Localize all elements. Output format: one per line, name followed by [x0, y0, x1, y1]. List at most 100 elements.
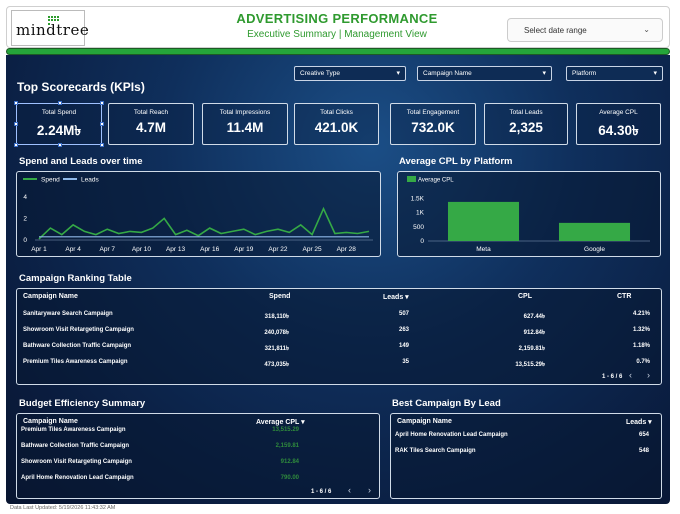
campaign-name-cell: Bathware Collection Traffic Campaign [23, 343, 132, 349]
resize-handle[interactable] [100, 143, 104, 147]
budget-table: Campaign Name Average CPL ▾ Premium Tile… [16, 413, 380, 499]
x-tick-label: Apr 22 [268, 246, 288, 253]
cpl-platform-chart[interactable]: Average CPL 1.5K 1K 500 0 Meta Google [398, 172, 662, 258]
campaign-name-cell: Premium Tiles Awareness Campaign [23, 359, 128, 365]
dashboard-canvas: Creative Type ▾ Campaign Name ▾ Platform ▾ … [6, 55, 670, 504]
average-cpl-cell: 790.00 [280, 475, 299, 481]
campaign-name-cell: Premium Tiles Awareness Campaign [21, 427, 126, 433]
col-campaign-name[interactable]: Campaign Name [23, 418, 78, 425]
filter-platform[interactable]: Platform ▾ [566, 66, 663, 81]
kpi-average-cpl[interactable]: Average CPL 64.30৳ [576, 103, 661, 145]
cpl-platform-title: Average CPL by Platform [399, 156, 513, 167]
best-table: Campaign Name Leads ▾ April Home Renovat… [390, 413, 662, 499]
spend-series-line[interactable] [38, 206, 370, 240]
cpl-platform-panel: Average CPL 1.5K 1K 500 0 Meta Google [397, 171, 661, 257]
campaign-name-cell: Showroom Visit Retargeting Campaign [21, 459, 132, 465]
x-tick-label: Google [584, 246, 605, 253]
x-tick-label: Apr 16 [200, 246, 220, 253]
y-tick-label: 1K [416, 210, 425, 217]
spend-leads-panel: Spend Leads 4 2 0 Apr 1 Apr 4 Apr 7 Apr 10 Apr 13… [16, 171, 381, 257]
best-title: Best Campaign By Lead [392, 398, 501, 409]
kpi-value: 2.24M৳ [36, 123, 82, 138]
logo-dots-icon [48, 16, 59, 25]
resize-handle[interactable] [14, 143, 18, 147]
legend-label: Leads [81, 177, 99, 184]
next-page-icon[interactable]: › [647, 370, 650, 380]
filter-label: Campaign Name [423, 70, 472, 77]
kpi-value: 64.30৳ [598, 123, 639, 138]
leads-cell: 263 [398, 327, 409, 333]
kpi-total-reach[interactable]: Total Reach 4.7M [108, 103, 194, 145]
leads-cell: 35 [402, 359, 409, 365]
kpi-value: 421.0K [314, 120, 359, 135]
kpi-total-engagement[interactable]: Total Engagement 732.0K [390, 103, 476, 145]
filter-label: Creative Type [300, 70, 340, 77]
col-leads[interactable]: Leads ▾ [626, 419, 652, 426]
kpi-label: Total Leads [509, 109, 543, 116]
bar-meta[interactable] [447, 201, 520, 241]
col-spend[interactable]: Spend [269, 293, 291, 300]
bar-google[interactable] [558, 222, 631, 241]
campaign-name-cell: RAK Tiles Search Campaign [395, 448, 476, 454]
chevron-down-icon: ▾ [396, 70, 400, 77]
cpl-cell: 2,159.81৳ [518, 346, 545, 352]
campaign-name-cell: Bathware Collection Traffic Campaign [21, 443, 130, 449]
kpi-total-spend[interactable]: Total Spend 2.24M৳ [14, 101, 104, 147]
kpi-total-leads[interactable]: Total Leads 2,325 [484, 103, 568, 145]
mindtree-logo: mindtree [11, 10, 89, 46]
average-cpl-cell: 13,515.29 [272, 427, 299, 433]
cpl-cell: 912.84৳ [523, 330, 545, 336]
spend-cell: 473,035৳ [264, 362, 289, 368]
spend-cell: 240,078৳ [264, 330, 289, 336]
ctr-cell: 1.18% [632, 343, 650, 349]
x-tick-label: Apr 7 [100, 246, 116, 253]
chevron-down-icon: ▾ [542, 70, 546, 77]
spend-leads-title: Spend and Leads over time [19, 156, 143, 167]
col-campaign-name[interactable]: Campaign Name [23, 293, 78, 300]
kpi-label: Total Impressions [219, 109, 271, 116]
y-tick-label: 0 [23, 237, 27, 244]
resize-handle[interactable] [58, 101, 62, 105]
kpi-label: Total Clicks [320, 109, 353, 116]
x-tick-label: Meta [476, 246, 491, 253]
legend-label: Average CPL [418, 178, 454, 184]
leads-cell: 548 [638, 448, 649, 454]
kpi-total-clicks[interactable]: Total Clicks 421.0K [294, 103, 379, 145]
cpl-cell: 13,515.29৳ [515, 362, 545, 368]
col-ctr[interactable]: CTR [617, 293, 632, 300]
y-tick-label: 0 [420, 238, 424, 245]
next-page-icon[interactable]: › [368, 485, 371, 495]
resize-handle[interactable] [100, 101, 104, 105]
kpi-value: 11.4M [226, 120, 264, 135]
col-leads[interactable]: Leads ▾ [383, 294, 409, 301]
kpi-label: Total Engagement [406, 109, 460, 116]
legend-label: Spend [41, 177, 60, 184]
budget-pager: 1 - 6 / 6 [311, 489, 332, 495]
y-tick-label: 500 [413, 224, 424, 231]
resize-handle[interactable] [14, 101, 18, 105]
y-tick-label: 2 [23, 215, 27, 222]
resize-handle[interactable] [58, 143, 62, 147]
filter-campaign-name[interactable]: Campaign Name ▾ [417, 66, 552, 81]
y-tick-label: 1.5K [411, 196, 425, 203]
chevron-down-icon: ⌄ [643, 25, 650, 34]
date-range-selector[interactable]: Select date range ⌄ [507, 18, 663, 42]
kpi-total-impressions[interactable]: Total Impressions 11.4M [202, 103, 288, 145]
y-tick-label: 4 [23, 194, 27, 201]
resize-handle[interactable] [14, 122, 18, 126]
ranking-title: Campaign Ranking Table [19, 273, 132, 284]
leads-cell: 654 [638, 432, 649, 438]
filter-creative-type[interactable]: Creative Type ▾ [294, 66, 406, 81]
prev-page-icon[interactable]: ‹ [629, 370, 632, 380]
resize-handle[interactable] [100, 122, 104, 126]
x-tick-label: Apr 28 [337, 246, 357, 253]
kpi-value: 732.0K [411, 120, 455, 135]
kpi-label: Average CPL [599, 109, 638, 116]
x-tick-label: Apr 25 [303, 246, 323, 253]
spend-leads-chart[interactable]: Spend Leads 4 2 0 Apr 1 Apr 4 Apr 7 Apr 10 Apr 13… [17, 172, 382, 258]
col-cpl[interactable]: CPL [518, 293, 532, 300]
col-average-cpl[interactable]: Average CPL ▾ [256, 419, 305, 426]
campaign-name-cell: April Home Renovation Lead Campaign [395, 432, 508, 438]
prev-page-icon[interactable]: ‹ [348, 485, 351, 495]
col-campaign-name[interactable]: Campaign Name [397, 418, 452, 425]
